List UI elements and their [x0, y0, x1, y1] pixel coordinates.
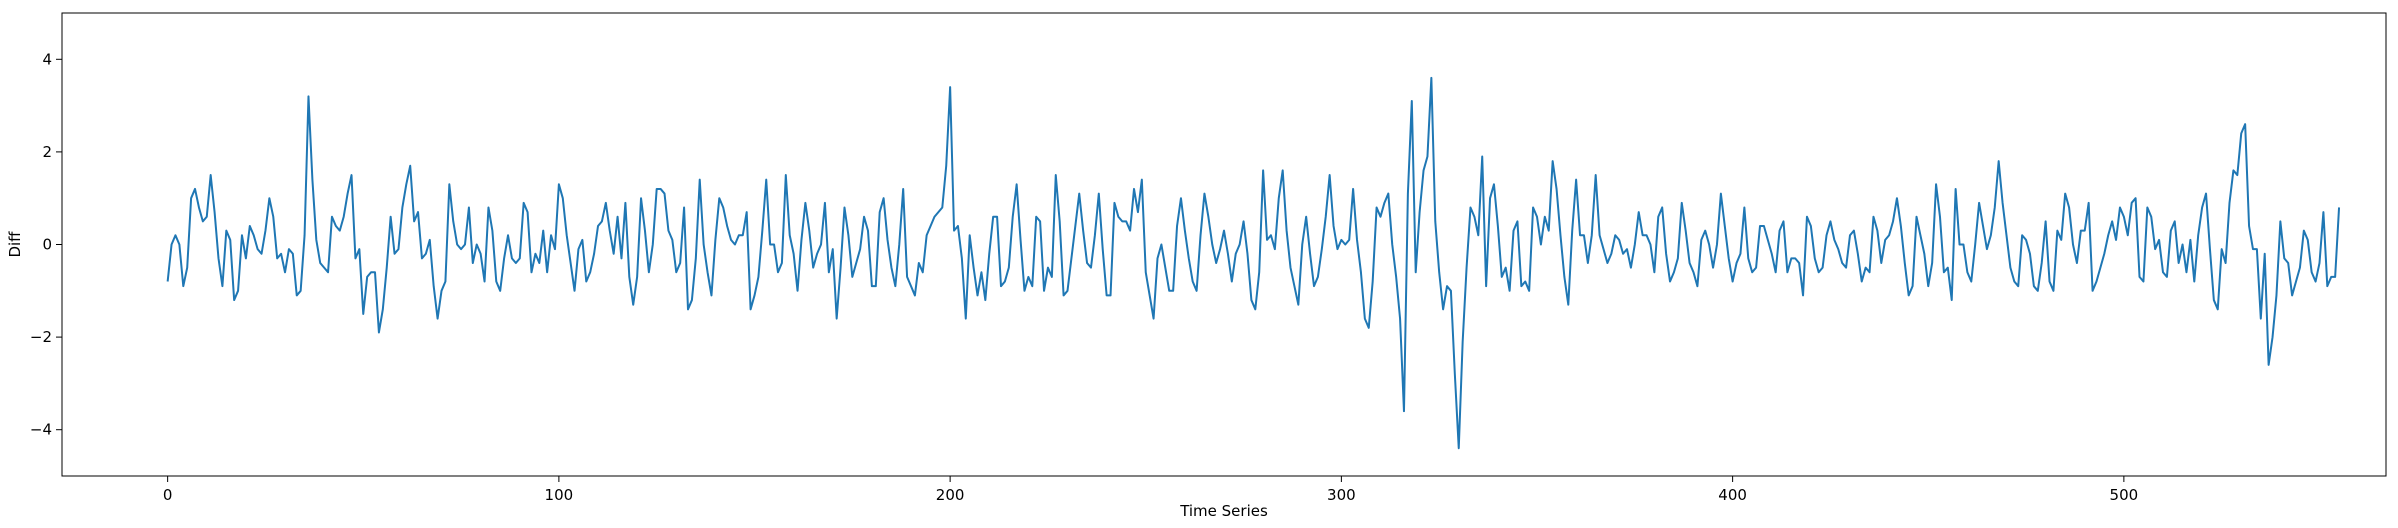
y-axis-ticks: −4 −2 0 2 4	[30, 50, 62, 439]
x-tick-label: 500	[2110, 486, 2139, 504]
x-tick-label: 400	[1718, 486, 1747, 504]
y-axis-label: Diff	[6, 231, 24, 258]
x-tick-label: 100	[545, 486, 574, 504]
y-tick-label: 2	[42, 143, 52, 161]
x-tick-label: 300	[1327, 486, 1356, 504]
y-tick-label: −2	[30, 328, 52, 346]
y-tick-label: 0	[42, 236, 52, 254]
x-tick-label: 200	[936, 486, 965, 504]
y-tick-label: −4	[30, 421, 52, 439]
x-axis-ticks: 0 100 200 300 400 500	[163, 476, 2138, 504]
x-axis-label: Time Series	[1179, 502, 1268, 520]
series-line	[166, 76, 2341, 450]
x-tick-label: 0	[163, 486, 173, 504]
y-tick-label: 4	[42, 50, 52, 68]
plot-area-frame	[61, 12, 2387, 477]
